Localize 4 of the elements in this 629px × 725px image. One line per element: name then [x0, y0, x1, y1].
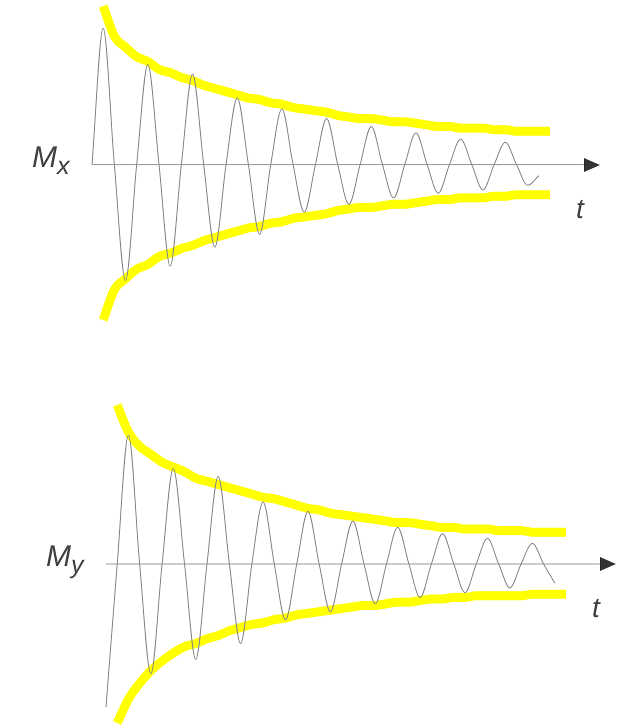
x-axis-title: t	[592, 592, 600, 623]
x-axis-title: t	[576, 192, 584, 224]
y-axis-title: M$_{x}$	[32, 140, 70, 180]
y-axis-title: M$_{y}$	[46, 540, 84, 579]
